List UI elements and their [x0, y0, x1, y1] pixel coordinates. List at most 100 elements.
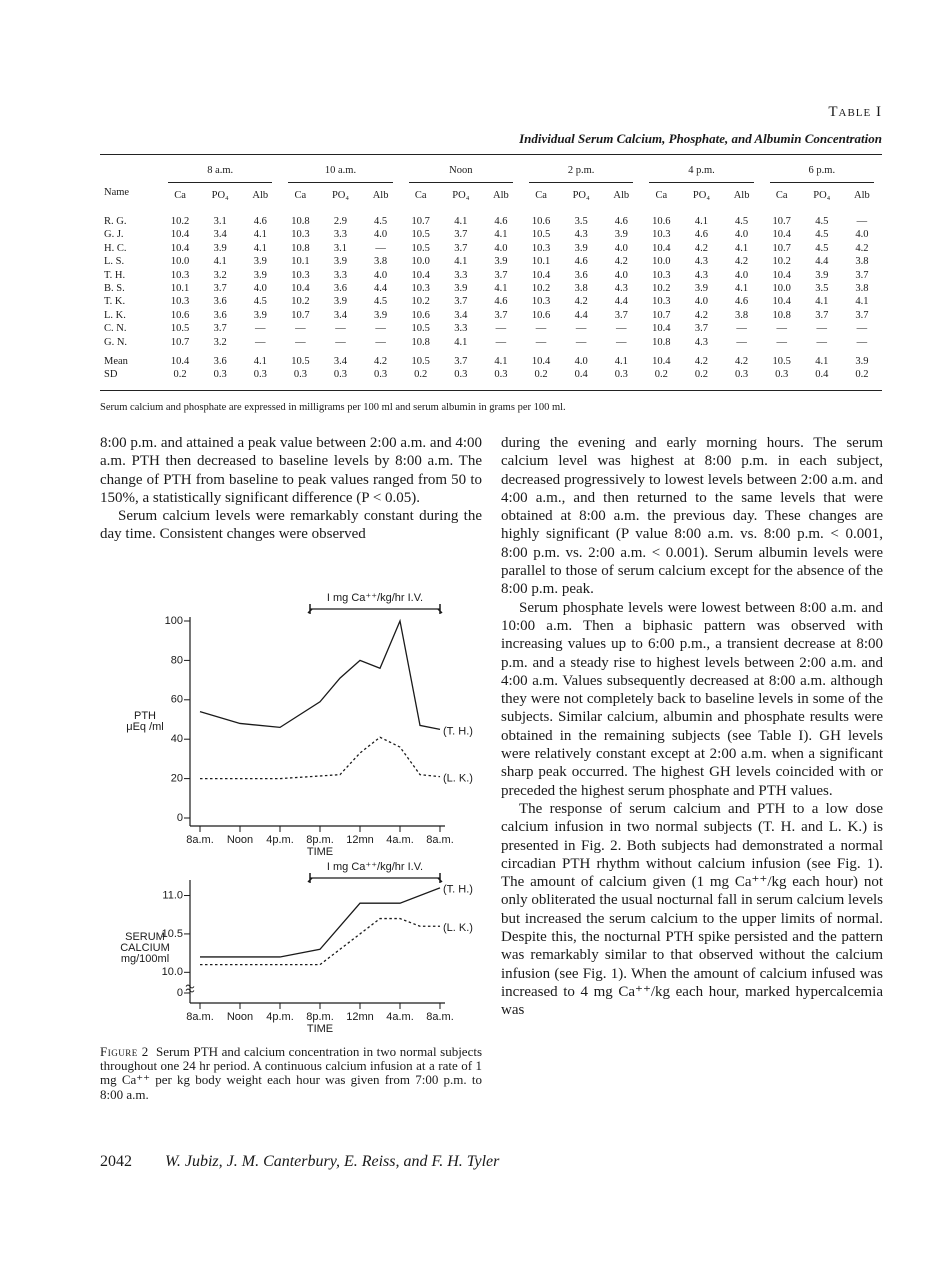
cell: — — [335, 336, 346, 348]
cell: 0.2 — [173, 369, 187, 381]
cell: 10.0 — [170, 256, 190, 268]
cell: 4.5 — [815, 229, 829, 241]
y-tick-label: 100 — [165, 615, 183, 627]
cell: 0.2 — [414, 369, 428, 381]
cell: 4.1 — [253, 242, 267, 254]
cell: 0.3 — [614, 369, 628, 381]
cell: 4.1 — [494, 229, 508, 241]
y-axis-title: PTH — [134, 710, 156, 722]
series-label: (T. H.) — [443, 884, 473, 896]
left-column: 8:00 p.m. and attained a peak value betw… — [100, 434, 482, 544]
row-name: L. S. — [104, 256, 125, 268]
page-number: 2042 — [100, 1153, 132, 1170]
cell: 3.6 — [333, 283, 348, 295]
cell: 10.5 — [411, 356, 430, 368]
cell: 4.1 — [253, 229, 267, 241]
cell: 10.3 — [291, 229, 310, 241]
cell: — — [495, 336, 507, 348]
x-tick-label: 4p.m. — [266, 1011, 294, 1023]
cell: 4.0 — [374, 269, 388, 281]
cell: 4.0 — [735, 229, 749, 241]
cell: 4.4 — [374, 283, 388, 295]
cell: 2.9 — [333, 216, 348, 227]
x-tick-label: 8a.m. — [186, 1011, 214, 1023]
column-header: PO₄ — [572, 189, 590, 201]
caption-label: Figure 2 — [100, 1044, 149, 1059]
cell: 10.3 — [170, 269, 190, 281]
cell: 4.0 — [253, 283, 267, 295]
cell: 10.5 — [411, 229, 430, 241]
row-name: L. K. — [104, 309, 126, 321]
x-axis-title: TIME — [307, 1023, 333, 1035]
cell: 3.9 — [574, 242, 588, 254]
cell: 4.4 — [815, 256, 829, 268]
cell: 10.6 — [411, 309, 430, 321]
cell: 10.4 — [531, 269, 551, 281]
cell: 4.1 — [494, 283, 508, 295]
cell: 3.7 — [855, 309, 869, 321]
data-table: Name 8 a.m. 10 a.m. Noon 2 p.m. 4 p.m. 6 p.m. C… — [100, 154, 882, 391]
cell: 10.7 — [291, 309, 310, 321]
cell: 3.6 — [213, 309, 227, 321]
cell: 3.9 — [333, 296, 348, 308]
cell: 0.4 — [815, 369, 829, 381]
cell: 4.5 — [735, 216, 749, 227]
cell: — — [255, 323, 266, 335]
cell: 10.1 — [291, 256, 310, 268]
row-name: Mean — [104, 356, 128, 368]
cell: 3.9 — [333, 256, 348, 268]
arrow-head — [307, 873, 443, 883]
cell: 3.7 — [454, 242, 468, 254]
cell: 3.5 — [815, 283, 829, 295]
cell: 4.6 — [614, 216, 628, 227]
column-header: Alb — [854, 189, 870, 201]
table-row: C. N. 10.5 3.7 — — — — 10.5 3.3 — — — — 10.4 3.7 — — — — — [100, 322, 882, 335]
cell: — — [495, 323, 507, 335]
table-head: Name 8 a.m. 10 a.m. Noon 2 p.m. 4 p.m. 6 p.m. C… — [100, 155, 882, 208]
cell: 10.5 — [531, 229, 551, 241]
cell: 3.9 — [374, 309, 388, 321]
column-header: Alb — [372, 189, 389, 201]
figure-caption: Figure 2 Serum PTH and calcium concentra… — [100, 1044, 482, 1102]
cell: 4.6 — [253, 216, 267, 227]
table-title: Individual Serum Calcium, Phosphate, and… — [519, 131, 882, 146]
cell: — — [255, 336, 266, 348]
cell: — — [375, 323, 386, 335]
group-cell: 10 a.m. — [280, 155, 400, 183]
cell: 10.8 — [291, 242, 310, 254]
column-header: PO₄ — [692, 189, 711, 201]
cell: 3.7 — [855, 269, 869, 281]
cell: 4.1 — [694, 216, 709, 227]
x-tick-label: 4p.m. — [266, 834, 294, 846]
cell: 10.4 — [170, 229, 190, 241]
cell: 4.5 — [815, 242, 829, 254]
series-label: (L. K.) — [443, 773, 473, 785]
table-row: G. J. 10.4 3.4 4.1 10.3 3.3 4.0 10.5 3.7 4.1 10.5 4… — [100, 228, 882, 241]
cell: 3.8 — [374, 256, 388, 268]
x-axis-title: TIME — [307, 846, 333, 858]
cell: 3.9 — [454, 283, 468, 295]
table-row: R. G. 10.2 3.1 4.6 10.8 2.9 4.5 10.7 4.1 4.6 10.6 3… — [100, 207, 882, 228]
cell: 4.0 — [614, 242, 628, 254]
cell: 3.3 — [454, 269, 468, 281]
cell: 0.2 — [534, 369, 548, 381]
cell: 3.4 — [213, 229, 227, 241]
table-body: R. G. 10.2 3.1 4.6 10.8 2.9 4.5 10.7 4.1 4.6 10.6 3… — [100, 207, 882, 390]
cell: 4.1 — [815, 296, 829, 308]
cell: 10.4 — [652, 242, 671, 254]
x-tick-label: 4a.m. — [386, 1011, 414, 1023]
cell: — — [856, 216, 868, 227]
cell: 10.1 — [531, 256, 551, 268]
cell: 4.5 — [374, 296, 388, 308]
row-name: SD — [104, 369, 118, 381]
y-tick-label: 0 — [177, 812, 183, 824]
cell: 4.0 — [855, 229, 869, 241]
group-cell: 4 p.m. — [641, 155, 761, 183]
cell: 4.0 — [574, 356, 588, 368]
cell: 3.7 — [454, 296, 468, 308]
x-tick-label: 12mn — [346, 834, 374, 846]
cell: 4.0 — [694, 296, 709, 308]
cell: 4.5 — [374, 216, 388, 227]
cell: 4.2 — [735, 256, 749, 268]
